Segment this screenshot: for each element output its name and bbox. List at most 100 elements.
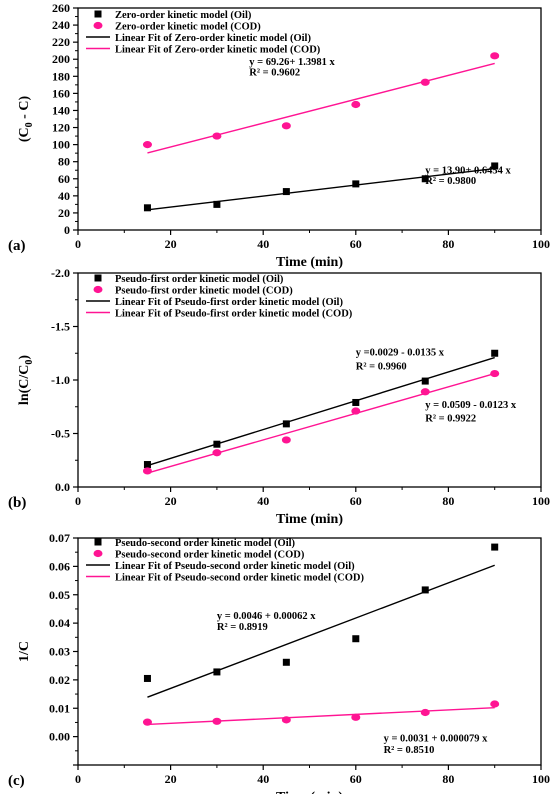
x-tick-label: 20 bbox=[165, 494, 177, 508]
y-axis-title: 1/C bbox=[17, 641, 32, 662]
x-tick-label: 60 bbox=[350, 237, 362, 251]
data-point-oil bbox=[352, 635, 360, 643]
data-point-cod bbox=[490, 700, 500, 708]
legend-symbol-square bbox=[94, 274, 102, 282]
data-point-cod bbox=[490, 369, 500, 378]
y-tick-label: 200 bbox=[52, 52, 70, 66]
data-point-oil bbox=[143, 461, 151, 469]
y-tick-label: 140 bbox=[52, 103, 70, 117]
y-tick-label: 20 bbox=[58, 206, 70, 220]
x-axis-title: Time (min) bbox=[276, 512, 343, 527]
data-point-oil bbox=[282, 658, 290, 666]
y-axis-title-subscript: 0 bbox=[24, 360, 35, 365]
fit-line-cod bbox=[147, 706, 495, 726]
panel-label: (c) bbox=[8, 773, 25, 789]
data-point-cod bbox=[142, 718, 152, 726]
data-point-cod bbox=[281, 716, 291, 724]
legend-symbol-circle bbox=[93, 549, 103, 558]
fit-r-squared: R² = 0.9602 bbox=[249, 67, 300, 78]
data-point-oil bbox=[143, 674, 151, 682]
y-tick-label: 0.0 bbox=[55, 480, 70, 494]
data-point-oil bbox=[213, 200, 221, 208]
legend-label: Linear Fit of Zero-order kinetic model (… bbox=[115, 33, 311, 44]
x-tick-label: 60 bbox=[350, 494, 362, 508]
legend-symbol-circle bbox=[93, 285, 103, 294]
fit-equation: y =0.0029 - 0.0135 x bbox=[356, 347, 445, 358]
data-point-oil bbox=[352, 398, 360, 406]
y-axis-title-tail: - C) bbox=[17, 96, 32, 123]
x-tick-label: 100 bbox=[532, 772, 550, 786]
y-tick-label: 0.00 bbox=[49, 730, 70, 744]
y-tick-label: 80 bbox=[58, 155, 70, 169]
y-tick-label: 240 bbox=[52, 18, 70, 32]
y-axis-title-main: ln(C/C bbox=[17, 365, 32, 405]
y-tick-label: 0.03 bbox=[49, 645, 70, 659]
y-tick-label: 260 bbox=[52, 1, 70, 15]
y-tick-label: 40 bbox=[58, 189, 70, 203]
y-tick-label: 180 bbox=[52, 69, 70, 83]
y-axis-title-main: 1/C bbox=[17, 641, 32, 662]
fit-r-squared: R² = 0.9922 bbox=[425, 414, 476, 425]
y-tick-label: 0.01 bbox=[49, 701, 70, 715]
fit-equation: y = 0.0046 + 0.00062 x bbox=[217, 611, 316, 622]
y-tick-label: 0.02 bbox=[49, 673, 70, 687]
fit-r-squared: R² = 0.8510 bbox=[384, 745, 435, 756]
y-tick-label: 0.04 bbox=[49, 616, 70, 630]
legend-label: Pseudo-first order kinetic model (Oil) bbox=[115, 274, 284, 285]
legend-label: Linear Fit of Pseudo-second order kineti… bbox=[115, 572, 364, 583]
fit-r-squared: R² = 0.9960 bbox=[356, 361, 407, 372]
data-point-oil bbox=[282, 188, 290, 196]
y-tick-label: 160 bbox=[52, 86, 70, 100]
data-point-cod bbox=[212, 132, 222, 140]
panel-c-pseudo-second-order: 0 20 40 60 80 100 0.00 0.01 0.02 0.03 0.04 0.05 0.06… bbox=[8, 531, 550, 794]
data-point-cod bbox=[142, 467, 152, 475]
fit-line-oil bbox=[147, 167, 495, 211]
x-tick-label: 100 bbox=[532, 237, 550, 251]
x-tick-label: 40 bbox=[257, 772, 269, 786]
data-point-oil bbox=[282, 420, 290, 428]
legend-label: Pseudo-second order kinetic model (Oil) bbox=[115, 538, 296, 549]
fit-equation: y = 0.0031 + 0.000079 x bbox=[384, 733, 489, 744]
data-point-cod bbox=[420, 708, 430, 717]
legend-label: Pseudo-first order kinetic model (COD) bbox=[115, 285, 293, 296]
legend-label: Linear Fit of Zero-order kinetic model (… bbox=[115, 44, 321, 55]
x-tick-label: 20 bbox=[165, 237, 177, 251]
data-point-oil bbox=[491, 349, 499, 357]
x-tick-label: 0 bbox=[75, 494, 81, 508]
legend-symbol-square bbox=[94, 538, 102, 546]
data-point-oil bbox=[213, 668, 221, 676]
x-tick-label: 40 bbox=[257, 237, 269, 251]
y-tick-label: 220 bbox=[52, 35, 70, 49]
data-point-cod bbox=[351, 100, 361, 109]
y-tick-label: 0 bbox=[64, 223, 70, 237]
x-tick-label: 80 bbox=[442, 237, 454, 251]
data-point-cod bbox=[490, 52, 500, 60]
legend-label: Linear Fit of Pseudo-first order kinetic… bbox=[115, 308, 353, 319]
data-point-cod bbox=[420, 78, 430, 86]
data-point-oil bbox=[421, 586, 429, 594]
legend-label: Zero-order kinetic model (Oil) bbox=[115, 10, 252, 21]
fit-equation: y = 0.0509 - 0.0123 x bbox=[425, 400, 517, 411]
data-point-oil bbox=[421, 377, 429, 385]
data-point-cod bbox=[420, 388, 430, 396]
fit-equation: y = 13.90+ 0.6454 x bbox=[425, 166, 511, 177]
y-tick-label: -0.5 bbox=[51, 427, 70, 441]
fit-line-oil bbox=[147, 564, 495, 698]
y-tick-label: 60 bbox=[58, 172, 70, 186]
y-axis-title: (C0 - C) bbox=[17, 96, 35, 143]
legend-label: Pseudo-second order kinetic model (COD) bbox=[115, 549, 305, 560]
fit-line-cod bbox=[147, 372, 495, 474]
y-axis-title-tail: ) bbox=[17, 355, 32, 360]
data-point-cod bbox=[351, 407, 361, 415]
legend-label: Linear Fit of Pseudo-first order kinetic… bbox=[115, 297, 343, 308]
x-axis-title: Time (min) bbox=[276, 255, 343, 270]
x-axis-title: Time (min) bbox=[276, 790, 343, 794]
y-tick-label: -2.0 bbox=[51, 266, 70, 280]
y-tick-label: 0.05 bbox=[49, 588, 70, 602]
panel-b-pseudo-first-order: 0 20 40 60 80 100 0.0 -0.5 -1.0 -1.5 -2.0 Time (min… bbox=[8, 266, 550, 527]
y-axis-title-subscript: 0 bbox=[24, 122, 35, 127]
x-tick-label: 80 bbox=[442, 772, 454, 786]
y-tick-label: 120 bbox=[52, 121, 70, 135]
y-tick-label: -1.0 bbox=[51, 373, 70, 387]
data-point-oil bbox=[421, 175, 429, 183]
